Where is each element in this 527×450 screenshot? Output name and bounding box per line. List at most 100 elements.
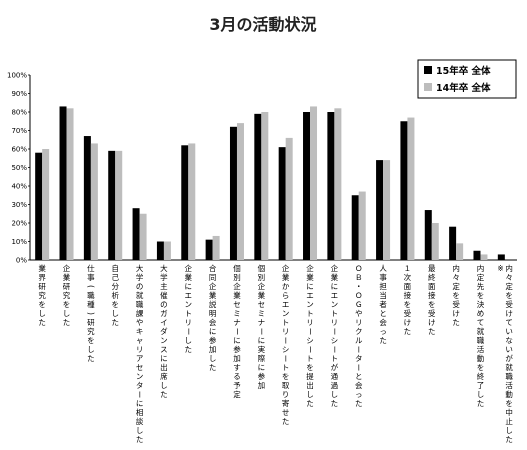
category-label-char: ー [257, 328, 266, 336]
bar-14-16 [431, 223, 439, 260]
category-label-char: シ [282, 345, 290, 354]
category-label-char: 先 [477, 281, 485, 291]
bar-14-6 [188, 143, 196, 260]
category-label-char: を [452, 291, 460, 300]
bar-14-3 [115, 150, 123, 260]
category-label-char: 内 [505, 263, 513, 273]
category-label-char: 受 [452, 299, 460, 309]
category-label-char: た [87, 354, 95, 363]
category-labels: 業界研究をした企業研究をした仕事(職種)研究をした自己分析をした大学の就職課やキ… [38, 263, 513, 444]
category-label-char: の [160, 300, 168, 309]
category-label-char: を [505, 399, 513, 408]
category-label-char: セ [233, 300, 241, 309]
bar-15-0 [35, 152, 43, 260]
category-label-char: セ [136, 363, 144, 372]
bar-14-14 [383, 160, 391, 260]
category-label-char: ク [355, 327, 363, 336]
category-label-char: を [477, 291, 485, 300]
category-label-char: エ [331, 291, 339, 300]
category-label-char: 動 [505, 390, 513, 399]
bar-14-13 [358, 191, 366, 260]
category-label-char: 人 [379, 264, 387, 273]
category-label-char: ナ [258, 318, 266, 327]
y-tick-label: 20% [11, 220, 27, 228]
category-label-char: 業 [38, 263, 46, 273]
category-label-char: を [477, 363, 485, 372]
category-label-char: た [477, 399, 485, 408]
category-label-char: 接 [404, 290, 412, 300]
category-label-char: け [505, 309, 513, 318]
y-tick-label: 100% [7, 72, 27, 80]
category-label-char: ー [354, 364, 363, 372]
category-label-char: 同 [209, 273, 217, 282]
category-label-char: 取 [282, 381, 290, 390]
category-label-char: ー [184, 328, 193, 336]
category-label-char: し [306, 390, 314, 399]
category-label-char: っ [355, 390, 363, 399]
category-label-char: ト [306, 309, 314, 318]
category-label-char: 学 [160, 272, 168, 282]
category-label-char: エ [306, 291, 314, 300]
category-label-char: 活 [477, 344, 485, 354]
category-label-char: に [306, 282, 314, 291]
category-label-char: ( [86, 285, 95, 288]
bar-15-16 [424, 210, 432, 260]
category-label-char: タ [136, 381, 144, 390]
category-label-char: 受 [505, 299, 513, 309]
category-label-char: ) [86, 312, 95, 315]
category-label-char: 大 [160, 263, 168, 273]
bar-14-1 [66, 108, 74, 260]
category-label-char: 企 [233, 281, 241, 291]
category-label-char: 職 [87, 291, 95, 300]
legend-swatch-14 [424, 83, 432, 91]
category-label-char: ン [331, 300, 339, 309]
category-label-char: 業 [63, 272, 71, 282]
bar-15-6 [181, 145, 189, 260]
category-label-char: し [505, 426, 513, 435]
bar-15-7 [205, 239, 213, 260]
category-label-char: 止 [505, 416, 513, 426]
category-label-char: 会 [379, 317, 387, 327]
category-label-char: 究 [87, 326, 95, 336]
category-label-char: 就 [477, 326, 485, 336]
bar-15-17 [449, 226, 457, 260]
category-label-char: キ [136, 327, 144, 336]
category-label-char: 企 [282, 263, 290, 273]
category-label-char: い [505, 327, 513, 336]
category-label-char: 個 [233, 263, 241, 273]
y-tick-label: 0% [16, 257, 27, 265]
bar-15-1 [59, 106, 67, 260]
category-label-char: た [331, 399, 339, 408]
category-label-char: ※ [497, 264, 503, 273]
category-label-char: し [63, 309, 71, 318]
bar-14-17 [456, 243, 464, 260]
category-label-char: た [282, 417, 290, 426]
category-label-char: 内 [452, 263, 460, 273]
category-label-char: ー [306, 346, 315, 354]
bar-14-12 [334, 108, 342, 260]
bar-15-19 [497, 254, 505, 260]
category-label-char: と [355, 372, 363, 381]
category-label-char: 加 [233, 353, 241, 363]
chart-title: 3月の活動状況 [209, 15, 316, 34]
category-label-char: ン [306, 300, 314, 309]
category-label-char: 研 [38, 282, 46, 291]
category-label-char: 出 [306, 380, 314, 390]
category-label-char: リ [136, 345, 144, 354]
category-label-char: を [306, 363, 314, 372]
category-label-char: 事 [87, 272, 95, 282]
category-label-char: な [505, 336, 513, 345]
category-label-char: １ [404, 264, 412, 273]
category-label-char: 業 [282, 272, 290, 282]
category-label-char: Ｂ [355, 273, 363, 282]
category-label-char: め [477, 309, 485, 318]
